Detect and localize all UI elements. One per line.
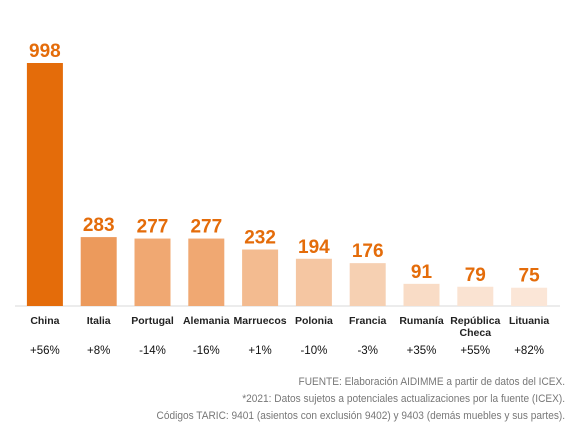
value-label-polonia: 194 [298,237,330,258]
category-label-china: China [30,315,59,327]
bar-marruecos [242,249,279,306]
change-label-republica-checa: +55% [460,345,490,357]
change-label-lituania: +82% [514,345,544,357]
bar-lituania [511,287,548,306]
change-label-marruecos: +1% [248,345,271,357]
bar-republica-checa [457,286,494,306]
bar-italia [80,237,117,306]
category-label-polonia: Polonia [295,315,333,327]
change-label-italia: +8% [87,345,110,357]
source-line: FUENTE: Elaboración AIDIMME a partir de … [298,376,565,388]
bar-polonia [295,258,332,306]
category-label-alemania: Alemania [183,315,230,327]
bar-portugal [134,238,171,306]
change-label-rumania: +35% [407,345,437,357]
value-label-italia: 283 [83,215,115,236]
bar-francia [349,263,386,306]
value-label-portugal: 277 [137,217,169,238]
category-label-italia: Italia [87,315,111,327]
taric-codes-line: Códigos TARIC: 9401 (asientos con exclus… [156,410,565,422]
change-label-alemania: -16% [193,345,220,357]
value-label-lituania: 75 [519,266,541,287]
value-label-rumania: 91 [411,262,433,283]
value-label-republica-checa: 79 [465,265,486,286]
footnote-line: *2021: Datos sujetos a potenciales actua… [242,393,566,405]
bar-alemania [188,238,225,306]
bar-china [26,63,63,306]
category-label-marruecos: Marruecos [234,315,287,327]
category-label-republica-checa: República Checa [450,315,500,339]
change-label-china: +56% [30,345,60,357]
category-label-francia: Francia [349,315,387,327]
change-label-francia: -3% [357,345,377,357]
value-label-francia: 176 [352,241,384,262]
category-label-lituania: Lituania [509,315,549,327]
source-notes: FUENTE: Elaboración AIDIMME a partir de … [156,374,565,425]
value-label-china: 998 [29,41,61,62]
category-label-portugal: Portugal [131,315,174,327]
value-label-alemania: 277 [190,217,222,238]
value-label-marruecos: 232 [244,228,276,249]
change-label-portugal: -14% [139,345,166,357]
bar-rumania [403,283,440,306]
bar-chart: 998 283 277 277 232 194 176 91 79 75 China Italia P… [15,41,560,357]
category-label-rumania: Rumanía [399,315,444,327]
change-label-polonia: -10% [300,345,327,357]
